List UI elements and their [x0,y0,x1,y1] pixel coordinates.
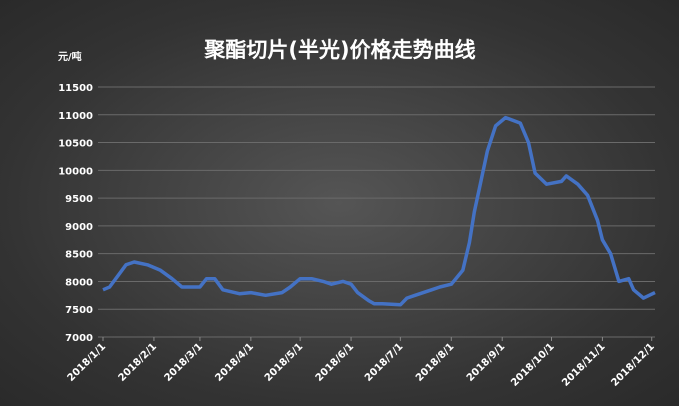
x-tick-label: 2018/1/1 [66,341,108,383]
x-tick-label: 2018/4/1 [214,341,256,383]
y-tick-label: 7000 [65,333,93,344]
x-tick-label: 2018/11/1 [560,341,607,388]
y-tick-label: 9500 [65,194,93,205]
x-tick-label: 2018/12/1 [609,341,656,388]
y-tick-label: 11500 [58,83,93,94]
x-tick-label: 2018/9/1 [465,341,507,383]
x-tick-label: 2018/10/1 [509,341,556,388]
y-tick-label: 7500 [65,305,93,316]
y-tick-label: 10000 [58,166,93,177]
x-tick-label: 2018/8/1 [414,341,456,383]
y-tick-label: 11000 [58,111,93,122]
y-tick-label: 9000 [65,222,93,233]
x-tick-label: 2018/7/1 [363,341,405,383]
data-line [102,115,656,307]
y-axis-label: 元/吨 [58,50,82,63]
x-tick-label: 2018/6/1 [314,341,356,383]
y-tick-label: 8500 [65,250,93,261]
y-tick-label: 10500 [58,139,93,150]
chart-title: 聚酯切片(半光)价格走势曲线 [203,38,475,62]
x-tick-label: 2018/2/1 [117,341,159,383]
x-tick-label: 2018/3/1 [163,341,205,383]
y-tick-label: 8000 [65,277,93,288]
x-tick-label: 2018/5/1 [263,341,305,383]
